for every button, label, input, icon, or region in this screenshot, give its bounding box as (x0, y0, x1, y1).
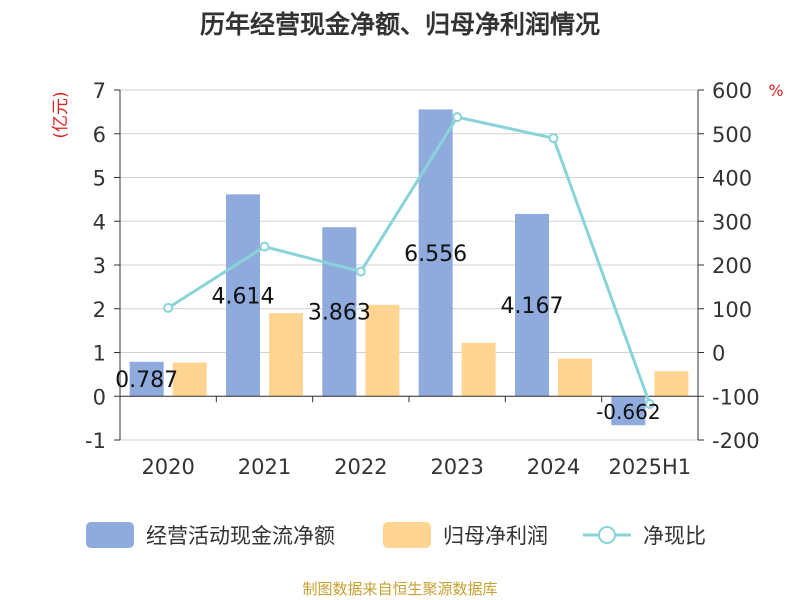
x-tick-label: 2025H1 (609, 455, 692, 479)
data-label: 4.167 (501, 294, 564, 319)
bar-net-profit (172, 362, 207, 397)
x-tick-label: 2022 (334, 455, 387, 479)
data-label: 6.556 (404, 242, 467, 267)
bar-net-profit (365, 304, 400, 397)
y-left-tick-label: 0 (93, 385, 106, 409)
y-right-tick-label: 100 (712, 298, 752, 322)
chart-title: 历年经营现金净额、归母净利润情况 (200, 10, 600, 39)
legend-swatch-point (598, 526, 616, 544)
y-left-tick-label: 6 (93, 123, 106, 147)
y-right-axis-label: % (768, 81, 783, 100)
bar-net-profit (558, 358, 592, 397)
y-left-tick-label: 3 (93, 254, 106, 278)
bar-cash-flow (418, 109, 453, 397)
x-tick-label: 2023 (430, 455, 483, 479)
line-point (355, 266, 366, 277)
y-right-tick-label: 400 (712, 167, 752, 191)
bar-cash-flow (322, 227, 357, 397)
legend-label: 净现比 (643, 524, 706, 548)
bars-layer (129, 109, 689, 426)
line-point (548, 133, 559, 144)
y-left-tick-label: 5 (93, 167, 106, 191)
y-right-tick-label: 600 (712, 79, 752, 103)
y-right-tick-label: 500 (712, 123, 752, 147)
y-left-axis-label: (亿元) (51, 91, 71, 138)
y-right-tick-label: -100 (712, 385, 760, 409)
bar-cash-flow (515, 213, 549, 397)
axis-layer: -1 0 1 2 3 4 5 6 7 -200 -100 0 100 200 300 400 500 600 (亿元… (51, 79, 784, 479)
x-tick-label: 2024 (527, 455, 580, 479)
y-left-tick-label: 2 (93, 298, 106, 322)
labels-layer: 0.787 4.614 3.863 6.556 4.167 -0.662 (115, 242, 660, 424)
y-right-tick-label: -200 (712, 429, 760, 453)
y-right-tick-label: 200 (712, 254, 752, 278)
legend-label: 归母净利润 (443, 524, 548, 548)
y-left-tick-label: 4 (93, 210, 106, 234)
line-point (644, 399, 655, 410)
bar-net-profit (461, 342, 496, 397)
line-point (259, 241, 270, 252)
y-right-tick-label: 300 (712, 210, 752, 234)
legend-swatch (86, 522, 134, 548)
line-point (452, 112, 463, 123)
bar-cash-flow (611, 396, 646, 426)
bar-cash-flow (129, 361, 164, 397)
bar-cash-flow (226, 194, 260, 397)
data-label: 3.863 (308, 301, 371, 326)
legend-item: 经营活动现金流净额 (86, 522, 335, 548)
x-tick-label: 2020 (141, 455, 194, 479)
bar-net-profit (654, 371, 689, 397)
y-left-tick-label: 1 (93, 342, 106, 366)
bar-net-profit (269, 313, 303, 397)
source-note: 制图数据来自恒生聚源数据库 (302, 580, 497, 598)
legend-swatch (383, 522, 431, 548)
y-right-tick-label: 0 (712, 342, 725, 366)
line-point (163, 302, 174, 313)
x-tick-label: 2021 (238, 455, 291, 479)
y-left-tick-label: 7 (93, 79, 106, 103)
data-label: 0.787 (115, 368, 178, 393)
y-left-tick-label: -1 (85, 429, 106, 453)
data-label: 4.614 (212, 284, 275, 309)
line-net-cash-ratio (167, 115, 652, 405)
legend-item: 归母净利润 (383, 522, 548, 548)
data-label: -0.662 (596, 400, 660, 424)
line-layer (163, 112, 655, 410)
legend-label: 经营活动现金流净额 (146, 524, 335, 548)
legend: 经营活动现金流净额 归母净利润 净现比 (86, 522, 706, 548)
legend-item: 净现比 (583, 524, 706, 548)
